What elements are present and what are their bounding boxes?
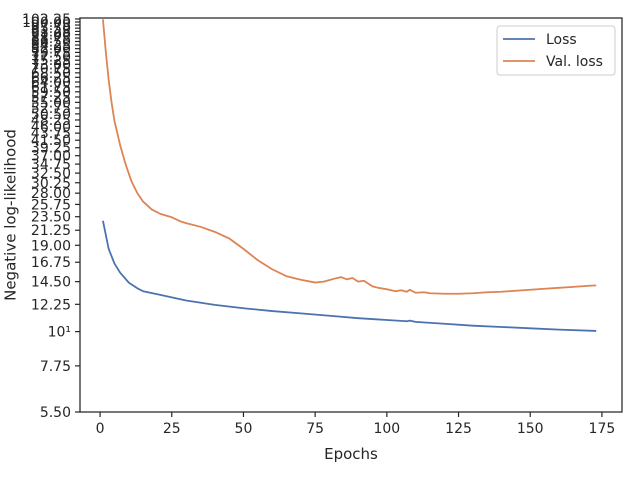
y-tick-label: 55.00 (31, 95, 71, 111)
y-tick-label: 79.75 (31, 45, 71, 61)
y-tick-label: 93.25 (31, 24, 71, 40)
y-tick-label: 77.50 (31, 49, 71, 65)
y-tick-label: 50.50 (31, 107, 71, 123)
x-axis-ticks: 0 25 50 75 100 125 150 175 (96, 412, 616, 437)
x-tick-label: 75 (306, 421, 324, 437)
y-tick-label: 59.50 (31, 85, 71, 101)
y-tick-label: 73.00 (31, 57, 71, 73)
series-line-loss (102, 220, 597, 332)
y-tick-label: 46.00 (31, 119, 71, 135)
y-tick-label: 95.50 (31, 21, 71, 37)
y-tick-label: 10¹ (48, 325, 71, 341)
x-tick-label: 100 (373, 421, 400, 437)
x-tick-label: 175 (589, 421, 616, 437)
legend: Loss Val. loss (496, 25, 616, 76)
y-tick-label: 43.75 (31, 126, 71, 142)
y-axis-ticks: 5.50 7.75 10¹ 12.25 14.50 16.7519.0021.2523.5… (22, 12, 80, 421)
legend-label-val-loss: Val. loss (546, 54, 603, 70)
y-tick-label: 14.50 (31, 275, 71, 291)
legend-label-loss: Loss (546, 32, 577, 48)
y-tick-label: 84.25 (31, 38, 71, 54)
y-tick-label: 32.50 (31, 166, 71, 182)
y-tick-label: 70.75 (31, 62, 71, 78)
y-tick-label: 57.25 (31, 90, 71, 106)
y-tick-label: 39.25 (31, 141, 71, 157)
x-tick-label: 0 (96, 421, 105, 437)
y-tick-label: 21.25 (31, 223, 71, 239)
y-tick-label: 64.00 (31, 75, 71, 91)
y-tick-label: 41.50 (31, 133, 71, 149)
y-tick-label: 7.75 (40, 359, 71, 375)
y-tick-label: 75.25 (31, 53, 71, 69)
x-tick-label: 50 (235, 421, 253, 437)
y-tick-label: 91.00 (31, 28, 71, 44)
y-tick-label: 61.75 (31, 80, 71, 96)
y-tick-label: 100.00 (22, 15, 71, 31)
y-tick-label: 82.00 (31, 42, 71, 58)
y-tick-label: 102.25 (22, 12, 71, 28)
y-tick-label: 48.25 (31, 113, 71, 129)
y-tick-label: 37.00 (31, 149, 71, 165)
y-tick-label: 19.00 (31, 238, 71, 254)
y-tick-label: 23.50 (31, 210, 71, 226)
y-axis-label: Negative log-likelihood (1, 129, 19, 301)
x-tick-label: 125 (445, 421, 472, 437)
y-tick-label: 66.25 (31, 70, 71, 86)
x-tick-label: 150 (517, 421, 544, 437)
y-tick-label: 88.75 (31, 31, 71, 47)
x-axis-label: Epochs (324, 445, 378, 463)
y-tick-label: 86.50 (31, 34, 71, 50)
y-tick-label: 16.75 (31, 255, 71, 271)
y-tick-label: 34.75 (31, 157, 71, 173)
series-line-val-loss (102, 19, 597, 295)
x-tick-label: 25 (163, 421, 181, 437)
y-tick-label: 12.25 (31, 297, 71, 313)
y-tick-label: 30.25 (31, 176, 71, 192)
y-tick-label: 5.50 (40, 405, 71, 421)
y-tick-label: 68.50 (31, 66, 71, 82)
y-tick-label: 52.75 (31, 101, 71, 117)
y-tick-label: 25.75 (31, 197, 71, 213)
plot-frame (79, 17, 623, 413)
series-lines (102, 19, 597, 332)
y-tick-label: 28.00 (31, 186, 71, 202)
y-tick-label: 97.75 (31, 18, 71, 34)
